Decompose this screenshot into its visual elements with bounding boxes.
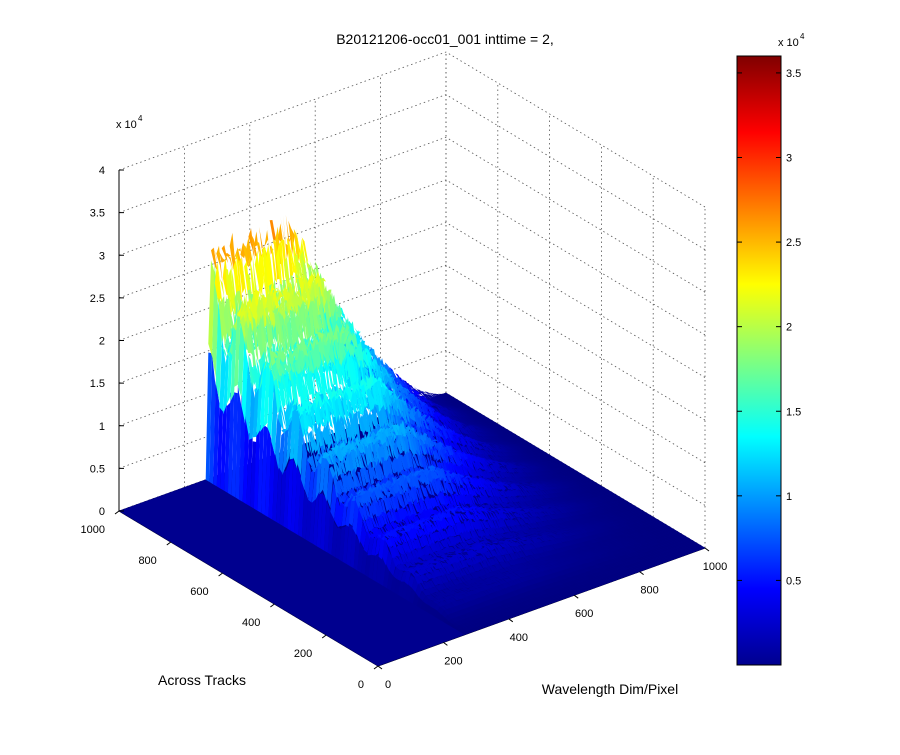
surface-patch — [270, 220, 276, 241]
grid-line — [446, 223, 705, 378]
grid-line — [119, 137, 446, 255]
grid-line — [446, 95, 705, 250]
grid-line — [446, 52, 705, 207]
grid-line — [119, 52, 446, 170]
grid-line — [446, 265, 705, 420]
grid-line — [446, 137, 705, 292]
grid-line — [446, 180, 705, 335]
surface-patch — [259, 227, 265, 249]
surface-plot — [119, 215, 705, 666]
grid-line — [119, 95, 446, 213]
